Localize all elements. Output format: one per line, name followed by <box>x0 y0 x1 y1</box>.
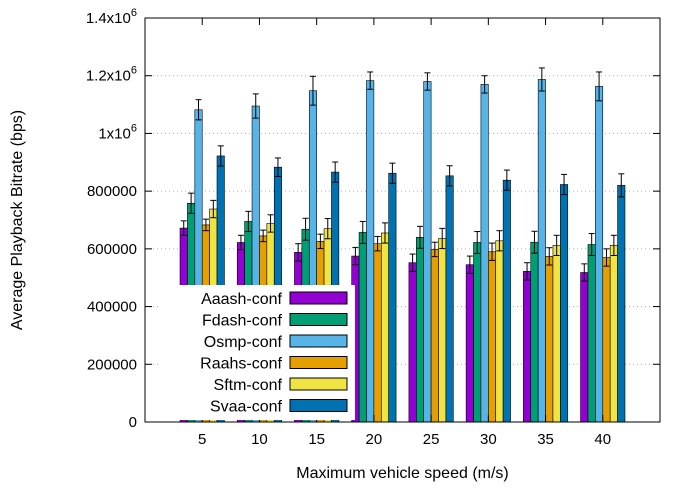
y-tick-label: 1x106 <box>98 122 137 142</box>
legend-swatch <box>289 377 348 391</box>
bar <box>587 244 596 423</box>
bar <box>602 257 611 423</box>
legend-label: Raahs-conf <box>200 356 282 373</box>
bar <box>366 80 375 423</box>
legend-swatch <box>289 399 348 412</box>
bar <box>438 238 447 423</box>
y-axis-ticks: 0 200000 400000 600000 800000 1x106 1.2x106 1.4… <box>86 7 660 431</box>
x-tick-label: 5 <box>198 431 206 448</box>
y-tick-label: 800000 <box>87 183 137 200</box>
y-tick-label: 0 <box>129 414 137 431</box>
bar <box>545 256 554 423</box>
bar <box>430 249 439 423</box>
x-axis-title: Maximum vehicle speed (m/s) <box>296 465 509 482</box>
bar <box>502 179 511 423</box>
plot-frame <box>144 17 661 423</box>
bar <box>617 185 626 423</box>
y-tick-label: 1.2x106 <box>86 65 137 85</box>
x-tick-label: 10 <box>251 431 268 448</box>
legend-swatch <box>289 334 348 348</box>
bar <box>388 172 397 423</box>
legend-label: Sftm-conf <box>214 377 283 394</box>
bar <box>480 84 489 423</box>
bar <box>580 272 589 423</box>
legend-label: Fdash-conf <box>202 313 283 330</box>
bar <box>416 237 425 423</box>
bar <box>373 243 382 423</box>
legend-swatch <box>289 313 348 326</box>
bar <box>595 86 604 423</box>
bar <box>560 184 569 423</box>
bar <box>609 245 618 423</box>
legend-box <box>160 285 355 420</box>
bar <box>530 241 539 423</box>
x-tick-label: 20 <box>366 431 383 448</box>
x-tick-label: 40 <box>594 431 611 448</box>
bar <box>380 232 389 423</box>
bar <box>423 81 432 423</box>
x-tick-label: 35 <box>537 431 554 448</box>
bar <box>523 271 532 423</box>
legend-label: Aaash-conf <box>201 291 282 308</box>
y-tick-label: 1.4x106 <box>86 7 137 27</box>
x-axis-ticks: 5 10 15 20 25 30 35 40 <box>198 18 611 448</box>
x-tick-label: 30 <box>480 431 497 448</box>
legend-label: Osmp-conf <box>204 334 283 351</box>
bar <box>552 245 561 423</box>
legend-swatch <box>289 356 348 369</box>
legend: Aaash-conf Fdash-conf Osmp-conf Raahs-conf S… <box>160 285 355 420</box>
y-tick-label: 200000 <box>87 356 137 373</box>
error-bars <box>180 67 625 282</box>
bar <box>445 175 454 423</box>
bar <box>495 240 504 423</box>
legend-swatch <box>289 291 348 305</box>
y-tick-label: 600000 <box>87 241 137 258</box>
bar <box>473 242 482 423</box>
y-axis-title: Average Playback Bitrate (bps) <box>9 110 26 330</box>
bar <box>408 262 417 423</box>
bar <box>465 264 474 423</box>
legend-label: Svaa-conf <box>210 399 283 416</box>
x-tick-label: 25 <box>423 431 440 448</box>
bar <box>537 79 546 423</box>
bar <box>488 251 497 423</box>
x-tick-label: 15 <box>308 431 325 448</box>
y-tick-label: 400000 <box>87 299 137 316</box>
bar <box>358 232 367 423</box>
